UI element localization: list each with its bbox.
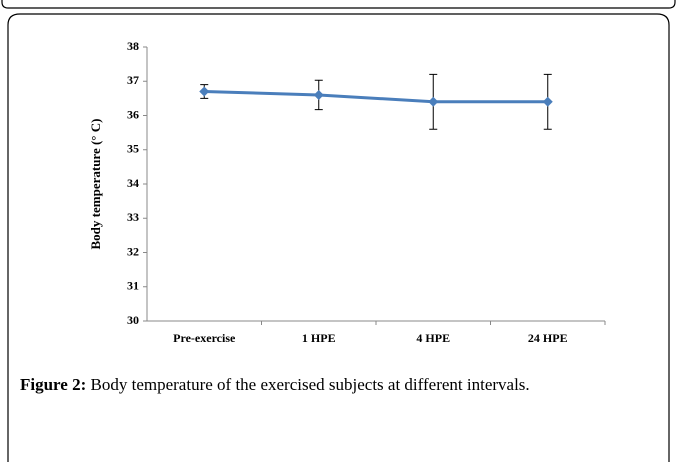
y-tick-label: 38 [127, 39, 139, 53]
y-tick-label: 33 [127, 210, 139, 224]
y-tick-label: 30 [127, 313, 139, 327]
y-tick-label: 36 [127, 107, 139, 121]
y-tick-label: 32 [127, 244, 139, 258]
x-tick-label: Pre-exercise [173, 331, 236, 345]
y-axis-label: Body temperature (° C) [88, 119, 103, 250]
marker [428, 96, 439, 107]
figure-box [7, 13, 670, 462]
caption: Figure 2: Body temperature of the exerci… [20, 372, 660, 398]
y-tick-label: 35 [127, 142, 139, 156]
caption-label: Figure 2: [20, 375, 87, 394]
y-tick-label: 34 [127, 176, 139, 190]
line [204, 90, 548, 104]
y-tick-label: 31 [127, 279, 139, 293]
x-tick-label: 4 HPE [416, 331, 450, 345]
marker [313, 89, 324, 100]
x-tick-label: 1 HPE [302, 331, 336, 345]
previous-box [1, 0, 676, 9]
y-tick-label: 37 [127, 73, 139, 87]
caption-text: Body temperature of the exercised subjec… [90, 375, 530, 394]
marker [542, 96, 553, 107]
marker [199, 86, 210, 97]
x-tick-label: 24 HPE [528, 331, 568, 345]
